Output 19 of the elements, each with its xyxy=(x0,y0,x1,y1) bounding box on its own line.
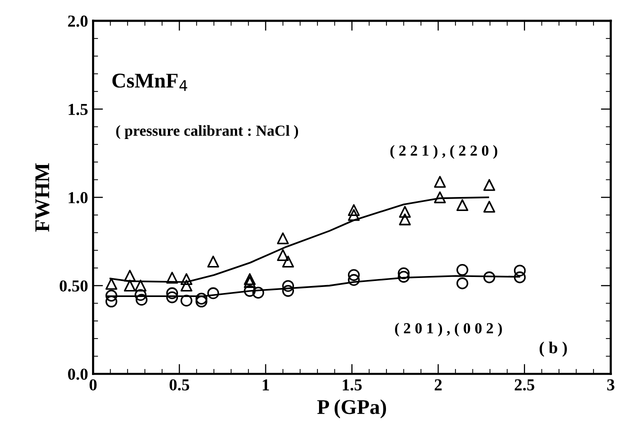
x-tick-label: 2 xyxy=(434,379,442,390)
y-tick-label: 1.5 xyxy=(68,104,88,116)
x-tick-label: 3 xyxy=(607,379,614,390)
x-tick-label: 1 xyxy=(262,379,269,390)
annotation: CsMnF$_{4}$ xyxy=(112,74,188,91)
x-tick-label: 0 xyxy=(90,379,97,390)
y-tick-label: 0.0 xyxy=(68,368,88,380)
y-tick-label: 0.50 xyxy=(60,280,88,292)
x-tick-label: 2.5 xyxy=(514,379,534,391)
text: ( 2 0 1 ) , ( 0 0 2 ) xyxy=(395,322,502,337)
x-tick-label: 1.5 xyxy=(342,379,362,391)
x-axis-title: P (GPa) xyxy=(317,399,386,418)
annotation: ( pressure calibrant : NaCl ) xyxy=(116,125,298,139)
annotation: ( b ) xyxy=(540,342,567,357)
y-axis-title: FWHM xyxy=(35,163,50,232)
y-tick-label: 1.0 xyxy=(68,192,88,204)
series-label: ( 2 2 1 ) , ( 2 2 0 ) xyxy=(390,145,498,159)
y-tick-label: 2.0 xyxy=(68,16,88,27)
x-tick-label: 0.5 xyxy=(170,379,190,391)
